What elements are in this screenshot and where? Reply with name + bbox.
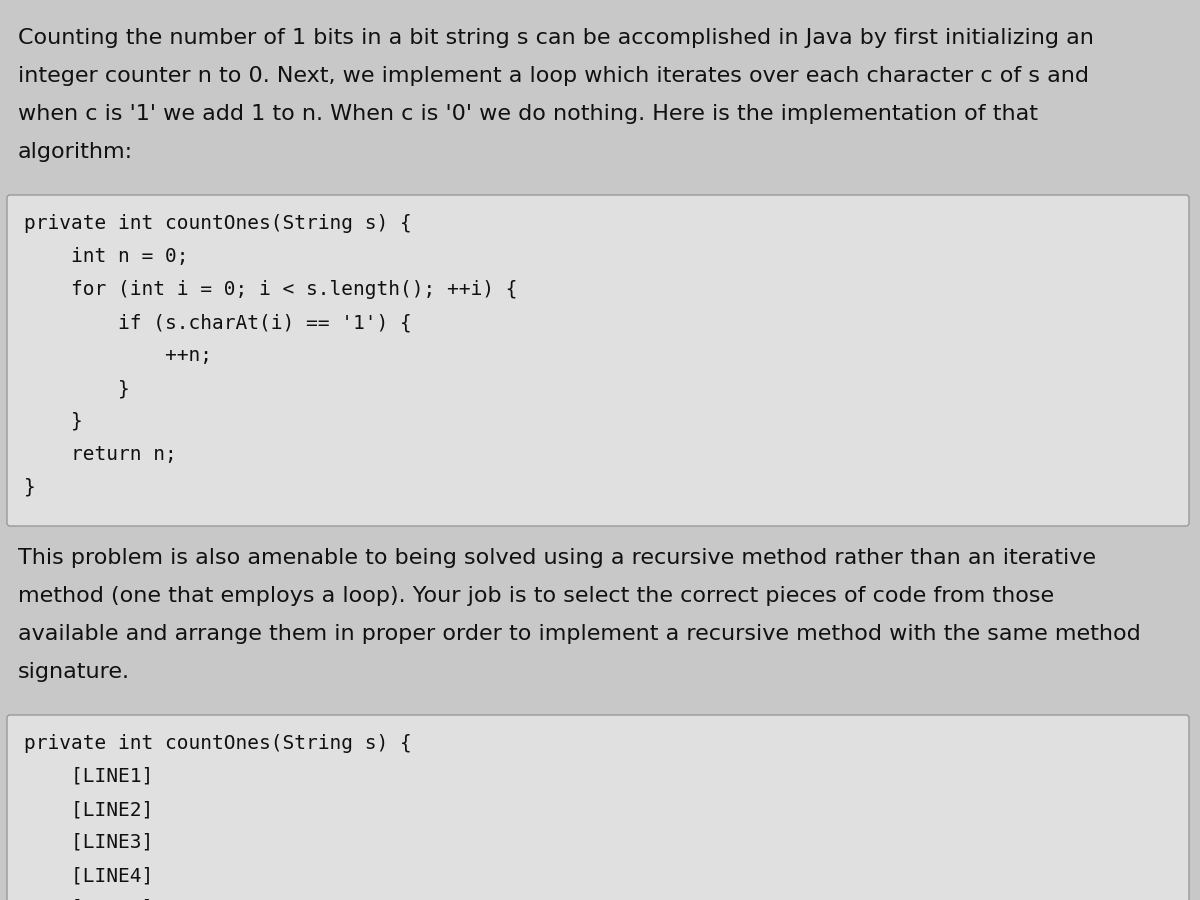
Text: private int countOnes(String s) {: private int countOnes(String s) { — [24, 214, 412, 233]
Text: private int countOnes(String s) {: private int countOnes(String s) { — [24, 734, 412, 753]
Text: [LINE3]: [LINE3] — [24, 833, 154, 852]
Text: }: } — [24, 379, 130, 398]
Text: algorithm:: algorithm: — [18, 142, 133, 162]
Text: when c is '1' we add 1 to n. When c is '0' we do nothing. Here is the implementa: when c is '1' we add 1 to n. When c is '… — [18, 104, 1038, 124]
Text: if (s.charAt(i) == '1') {: if (s.charAt(i) == '1') { — [24, 313, 412, 332]
FancyBboxPatch shape — [7, 195, 1189, 526]
Text: int n = 0;: int n = 0; — [24, 247, 188, 266]
Text: [LINE2]: [LINE2] — [24, 800, 154, 819]
Text: available and arrange them in proper order to implement a recursive method with : available and arrange them in proper ord… — [18, 624, 1141, 644]
FancyBboxPatch shape — [7, 715, 1189, 900]
Text: Counting the number of 1 bits in a bit string s can be accomplished in Java by f: Counting the number of 1 bits in a bit s… — [18, 28, 1094, 48]
Text: [LINE5]: [LINE5] — [24, 899, 154, 900]
Text: integer counter n to 0. Next, we implement a loop which iterates over each chara: integer counter n to 0. Next, we impleme… — [18, 66, 1090, 86]
Text: for (int i = 0; i < s.length(); ++i) {: for (int i = 0; i < s.length(); ++i) { — [24, 280, 517, 299]
Text: return n;: return n; — [24, 445, 176, 464]
Text: signature.: signature. — [18, 662, 130, 682]
Text: This problem is also amenable to being solved using a recursive method rather th: This problem is also amenable to being s… — [18, 548, 1096, 568]
Text: }: } — [24, 478, 36, 497]
Text: [LINE4]: [LINE4] — [24, 866, 154, 885]
Text: [LINE1]: [LINE1] — [24, 767, 154, 786]
Text: }: } — [24, 412, 83, 431]
Text: method (one that employs a loop). Your job is to select the correct pieces of co: method (one that employs a loop). Your j… — [18, 586, 1054, 606]
Text: ++n;: ++n; — [24, 346, 212, 365]
